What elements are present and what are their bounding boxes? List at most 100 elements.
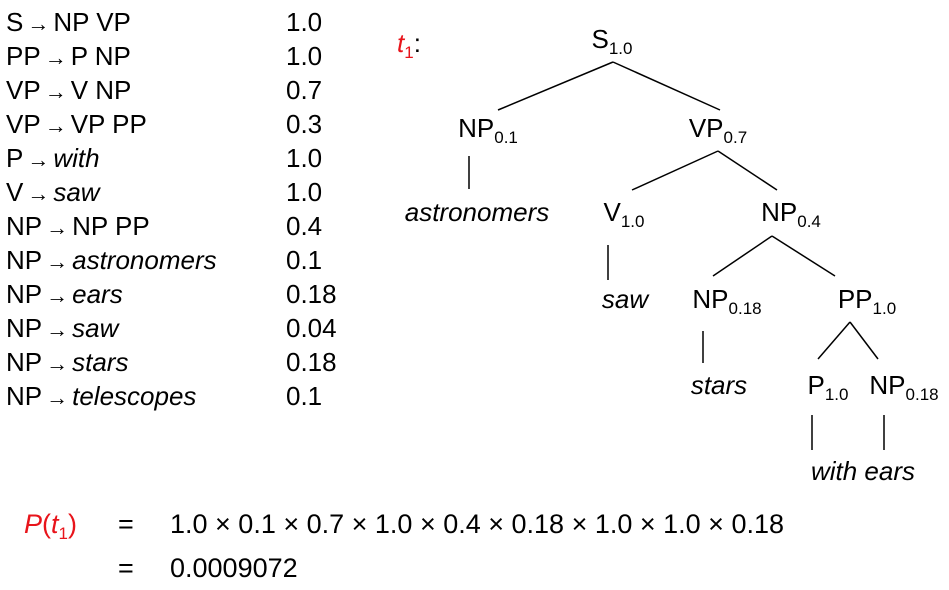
edge-vp-np bbox=[717, 150, 778, 191]
tree-label-colon: : bbox=[413, 28, 421, 58]
node-pp-prob: 1.0 bbox=[872, 299, 897, 318]
node-s-prob: 1.0 bbox=[608, 39, 633, 58]
grammar-rule: VP → VP PP 0.3 bbox=[6, 107, 322, 141]
rule-lhs: PP bbox=[6, 41, 41, 71]
rule-arrow: → bbox=[46, 317, 69, 342]
grammar-rule: NP → ears 0.18 bbox=[6, 277, 337, 311]
tree-label-t: t bbox=[397, 28, 405, 58]
rule-lhs: NP bbox=[6, 245, 43, 275]
leaf-with-ears: with ears bbox=[810, 456, 916, 486]
rule-probability: 0.04 bbox=[286, 313, 337, 343]
node-s-cat: S bbox=[591, 24, 609, 54]
equation-equals-2: = bbox=[118, 553, 134, 583]
node-vp-prob: 0.7 bbox=[723, 128, 748, 147]
rule-rhs: ears bbox=[72, 279, 123, 309]
grammar-rule: PP → P NP 1.0 bbox=[6, 39, 322, 73]
node-v-cat: V bbox=[603, 197, 621, 227]
node-np-object: NP0.4 bbox=[761, 197, 821, 230]
leaf-astronomers: astronomers bbox=[404, 197, 550, 227]
node-p: P1.0 bbox=[807, 370, 849, 403]
edge-vp-v bbox=[631, 150, 719, 191]
rule-arrow: → bbox=[27, 11, 50, 36]
equation-arg: t bbox=[51, 509, 59, 539]
rule-rhs: saw bbox=[53, 177, 100, 207]
rule-arrow: → bbox=[46, 385, 69, 410]
grammar-rule: VP → V NP 0.7 bbox=[6, 73, 322, 107]
rule-probability: 0.4 bbox=[286, 211, 323, 241]
grammar-rule: NP → telescopes 0.1 bbox=[6, 379, 322, 413]
rule-lhs: VP bbox=[6, 109, 41, 139]
equation-lhs: P(t1) bbox=[24, 509, 77, 543]
node-vp: VP0.7 bbox=[689, 113, 747, 146]
equation-result: 0.0009072 bbox=[170, 553, 298, 583]
tree-label-sub: 1 bbox=[404, 43, 414, 62]
edge-np-pp bbox=[771, 235, 836, 277]
node-np-astronomers: NP0.1 bbox=[458, 113, 518, 146]
node-np-object-prob: 0.4 bbox=[797, 212, 821, 231]
rule-rhs: with bbox=[53, 143, 100, 173]
rule-arrow: → bbox=[44, 45, 67, 70]
rule-lhs: NP bbox=[6, 347, 43, 377]
rule-rhs: stars bbox=[72, 347, 129, 377]
grammar-rule: P → with 1.0 bbox=[6, 141, 322, 175]
node-np-astronomers-prob: 0.1 bbox=[494, 128, 518, 147]
edge-s-np bbox=[497, 61, 614, 111]
rule-probability: 0.1 bbox=[286, 245, 323, 275]
node-np-stars: NP0.18 bbox=[692, 284, 761, 317]
grammar-rule: S → NP VP 1.0 bbox=[6, 5, 322, 39]
equation-product: 1.0 × 0.1 × 0.7 × 1.0 × 0.4 × 0.18 × 1.0… bbox=[170, 509, 784, 539]
rule-lhs: NP bbox=[6, 313, 43, 343]
node-np-ears-cat: NP bbox=[869, 370, 906, 400]
node-p-cat: P bbox=[807, 370, 825, 400]
rule-arrow: → bbox=[46, 351, 69, 376]
rule-probability: 0.18 bbox=[286, 347, 337, 377]
rule-arrow: → bbox=[44, 113, 67, 138]
node-np-ears: NP0.18 bbox=[869, 370, 938, 403]
node-p-prob: 1.0 bbox=[824, 385, 849, 404]
node-s: S1.0 bbox=[591, 24, 633, 57]
rule-rhs: P NP bbox=[70, 41, 131, 71]
grammar-rule: NP → stars 0.18 bbox=[6, 345, 337, 379]
equation-equals-1: = bbox=[118, 509, 134, 539]
rule-probability: 0.7 bbox=[286, 75, 323, 105]
equation-arg-sub: 1 bbox=[58, 524, 68, 543]
rule-probability: 1.0 bbox=[286, 7, 323, 37]
rule-lhs: V bbox=[6, 177, 24, 207]
rule-rhs: astronomers bbox=[72, 245, 217, 275]
leaf-saw: saw bbox=[601, 284, 649, 314]
node-np-object-cat: NP bbox=[761, 197, 798, 227]
rule-probability: 0.1 bbox=[286, 381, 323, 411]
rule-arrow: → bbox=[46, 283, 69, 308]
rule-lhs: P bbox=[6, 143, 24, 173]
rule-lhs: VP bbox=[6, 75, 41, 105]
edge-pp-np bbox=[849, 321, 879, 360]
grammar-rule: NP → NP PP 0.4 bbox=[6, 209, 322, 243]
rule-lhs: S bbox=[6, 7, 24, 37]
rule-lhs: NP bbox=[6, 211, 43, 241]
node-np-stars-prob: 0.18 bbox=[728, 299, 762, 318]
rule-probability: 0.18 bbox=[286, 279, 337, 309]
rule-rhs: V NP bbox=[70, 75, 132, 105]
grammar-rules: S → NP VP 1.0 PP → P NP 1.0 VP → V NP 0.7 VP → VP PP 0.… bbox=[6, 5, 337, 413]
node-pp-cat: PP bbox=[837, 284, 873, 314]
rule-rhs: telescopes bbox=[72, 381, 197, 411]
rule-arrow: → bbox=[27, 147, 50, 172]
rule-lhs: NP bbox=[6, 279, 43, 309]
equation-fn: P bbox=[24, 509, 43, 539]
rule-probability: 1.0 bbox=[286, 41, 323, 71]
tree-label: t1: bbox=[397, 28, 421, 61]
edge-np-np bbox=[712, 235, 773, 277]
rule-probability: 0.3 bbox=[286, 109, 323, 139]
rule-arrow: → bbox=[27, 181, 50, 206]
rule-arrow: → bbox=[46, 215, 69, 240]
grammar-rule: V → saw 1.0 bbox=[6, 175, 322, 209]
rule-rhs: NP PP bbox=[72, 211, 150, 241]
grammar-rule: NP → astronomers 0.1 bbox=[6, 243, 322, 277]
rule-arrow: → bbox=[44, 79, 67, 104]
node-np-astronomers-cat: NP bbox=[458, 113, 495, 143]
leaf-stars: stars bbox=[690, 370, 748, 400]
node-v-prob: 1.0 bbox=[620, 212, 645, 231]
node-v: V1.0 bbox=[603, 197, 645, 230]
rule-arrow: → bbox=[46, 249, 69, 274]
